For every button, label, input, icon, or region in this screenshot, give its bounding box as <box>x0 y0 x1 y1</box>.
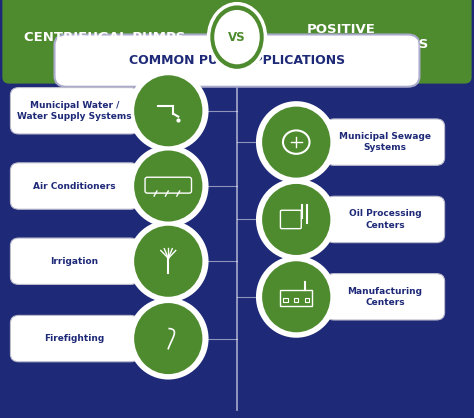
Text: Irrigation: Irrigation <box>51 257 99 266</box>
FancyBboxPatch shape <box>10 88 139 134</box>
FancyBboxPatch shape <box>326 119 445 165</box>
FancyBboxPatch shape <box>10 163 139 209</box>
FancyBboxPatch shape <box>326 273 445 320</box>
Text: COMMON PUMP APPLICATIONS: COMMON PUMP APPLICATIONS <box>129 54 345 67</box>
Ellipse shape <box>128 70 209 152</box>
Text: VS: VS <box>228 31 246 43</box>
Text: Air Conditioners: Air Conditioners <box>33 181 116 191</box>
Ellipse shape <box>256 101 337 183</box>
Ellipse shape <box>262 184 330 255</box>
Ellipse shape <box>128 145 209 227</box>
Ellipse shape <box>128 298 209 380</box>
Ellipse shape <box>262 261 330 332</box>
Text: Firefighting: Firefighting <box>45 334 105 343</box>
Text: Municipal Sewage
Systems: Municipal Sewage Systems <box>339 132 431 152</box>
FancyBboxPatch shape <box>10 315 139 362</box>
FancyBboxPatch shape <box>326 196 445 242</box>
FancyBboxPatch shape <box>10 238 139 284</box>
Ellipse shape <box>262 107 330 178</box>
Ellipse shape <box>214 10 260 64</box>
Text: POSITIVE
DISPLACEMENT PUMPS: POSITIVE DISPLACEMENT PUMPS <box>255 23 428 51</box>
FancyBboxPatch shape <box>2 0 472 84</box>
Ellipse shape <box>209 4 265 71</box>
FancyBboxPatch shape <box>55 35 419 87</box>
Text: Oil Processing
Centers: Oil Processing Centers <box>349 209 421 229</box>
Ellipse shape <box>134 226 202 297</box>
Ellipse shape <box>134 75 202 146</box>
Text: CENTRIFUGAL PUMPS: CENTRIFUGAL PUMPS <box>24 31 185 43</box>
Text: Manufacturing
Centers: Manufacturing Centers <box>347 287 423 307</box>
Ellipse shape <box>128 220 209 302</box>
Ellipse shape <box>256 256 337 338</box>
Text: Municipal Water /
Water Supply Systems: Municipal Water / Water Supply Systems <box>18 101 132 121</box>
Ellipse shape <box>256 178 337 260</box>
Ellipse shape <box>134 150 202 222</box>
Ellipse shape <box>134 303 202 374</box>
